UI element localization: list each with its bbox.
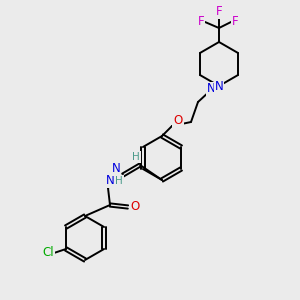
Text: N: N bbox=[214, 80, 224, 92]
Text: O: O bbox=[130, 200, 140, 214]
Text: N: N bbox=[207, 82, 215, 95]
Text: H: H bbox=[132, 152, 140, 162]
Text: F: F bbox=[232, 16, 238, 28]
Text: N: N bbox=[106, 175, 114, 188]
Text: N: N bbox=[112, 163, 120, 176]
Text: O: O bbox=[173, 115, 183, 128]
Text: Cl: Cl bbox=[42, 247, 54, 260]
Text: F: F bbox=[216, 5, 222, 19]
Text: H: H bbox=[115, 176, 123, 186]
Text: F: F bbox=[198, 16, 204, 28]
